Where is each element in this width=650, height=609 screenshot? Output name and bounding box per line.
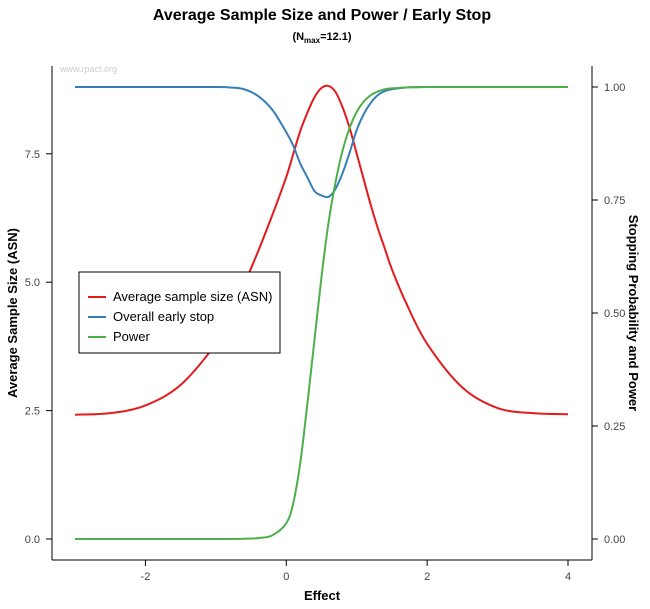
y-axis-left-label: Average Sample Size (ASN) bbox=[5, 228, 20, 398]
subtitle-subscript: max bbox=[304, 36, 321, 45]
x-tick-label: 0 bbox=[283, 571, 289, 583]
y-right-tick-label: 0.00 bbox=[604, 534, 625, 546]
legend-label-power: Power bbox=[113, 329, 151, 344]
chart-title: Average Sample Size and Power / Early St… bbox=[153, 7, 491, 24]
series-line-power bbox=[74, 85, 568, 541]
y-right-tick-label: 0.25 bbox=[604, 421, 625, 433]
x-axis-label: Effect bbox=[304, 588, 341, 603]
chart-subtitle: (Nmax=12.1) bbox=[292, 31, 351, 45]
x-tick-label: 4 bbox=[565, 571, 571, 583]
legend-box bbox=[78, 271, 281, 354]
x-tick-label: 2 bbox=[424, 571, 430, 583]
y-right-tick-label: 1.00 bbox=[604, 82, 625, 94]
y-axis-right-label: Stopping Probability and Power bbox=[626, 215, 641, 411]
subtitle-prefix: (N bbox=[292, 31, 304, 43]
series-line-asn bbox=[74, 84, 569, 416]
y-left-tick-label: 2.5 bbox=[25, 406, 40, 418]
legend: Average sample size (ASN) Overall early … bbox=[78, 271, 281, 354]
legend-label-early-stop: Overall early stop bbox=[113, 309, 214, 324]
x-tick-label: -2 bbox=[141, 571, 151, 583]
y-right-tick-label: 0.75 bbox=[604, 195, 625, 207]
ticks: -2 0 2 4 0.0 2.5 5.0 7.5 0.00 0.25 0.50 0.75 1.00 bbox=[25, 82, 626, 583]
y-left-tick-label: 0.0 bbox=[25, 534, 40, 546]
watermark: www.rpact.org bbox=[59, 64, 117, 74]
series-line-early-stop bbox=[75, 85, 568, 199]
legend-label-asn: Average sample size (ASN) bbox=[113, 289, 272, 304]
y-right-tick-label: 0.50 bbox=[604, 308, 625, 320]
y-left-tick-label: 7.5 bbox=[25, 149, 40, 161]
y-left-tick-label: 5.0 bbox=[25, 277, 40, 289]
subtitle-suffix: =12.1) bbox=[320, 31, 352, 43]
